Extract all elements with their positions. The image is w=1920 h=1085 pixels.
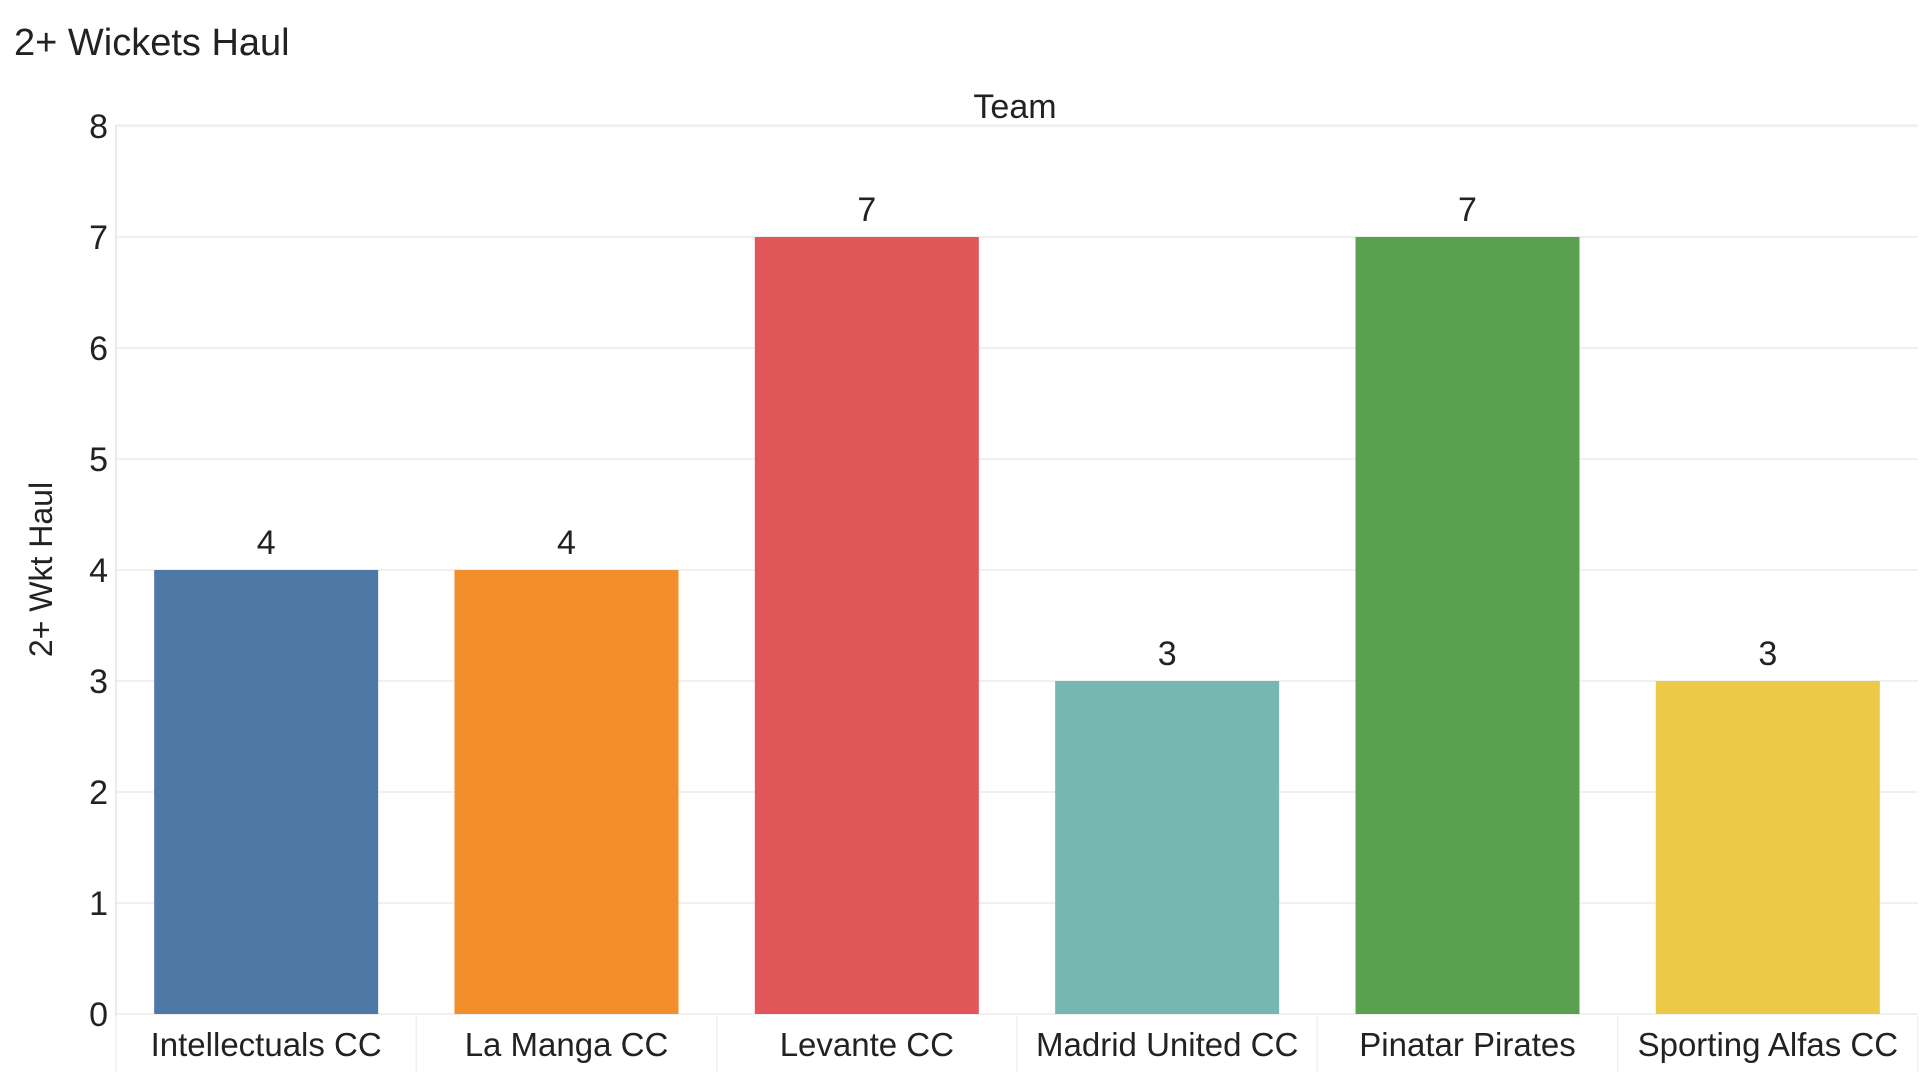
x-tick-label: La Manga CC [465, 1026, 669, 1063]
x-tick-label: Pinatar Pirates [1359, 1026, 1575, 1063]
y-tick-label: 4 [89, 552, 108, 590]
y-axis-label: 2+ Wkt Haul [23, 482, 59, 657]
bar [1355, 237, 1580, 1014]
bar [1655, 681, 1880, 1014]
column-header: Team [973, 88, 1056, 126]
y-tick-label: 3 [89, 663, 108, 701]
y-tick-label: 0 [89, 996, 108, 1034]
data-label: 4 [257, 524, 276, 562]
x-tick-label: Madrid United CC [1036, 1026, 1298, 1063]
y-tick-label: 6 [89, 330, 108, 368]
x-tick-label: Sporting Alfas CC [1638, 1026, 1898, 1063]
y-tick-label: 1 [89, 885, 108, 923]
y-tick-label: 2 [89, 774, 108, 812]
data-label: 3 [1758, 635, 1777, 673]
data-label: 7 [857, 191, 876, 229]
data-label: 4 [557, 524, 576, 562]
x-tick-label: Levante CC [780, 1026, 954, 1063]
bar [754, 237, 979, 1014]
y-tick-label: 8 [89, 108, 108, 146]
bar [454, 570, 679, 1014]
data-label: 3 [1158, 635, 1177, 673]
y-tick-label: 5 [89, 441, 108, 479]
bar [154, 570, 379, 1014]
y-tick-label: 7 [89, 219, 108, 257]
data-label: 7 [1458, 191, 1477, 229]
bar [1055, 681, 1280, 1014]
chart-title: 2+ Wickets Haul [14, 22, 290, 64]
x-tick-label: Intellectuals CC [151, 1026, 382, 1063]
